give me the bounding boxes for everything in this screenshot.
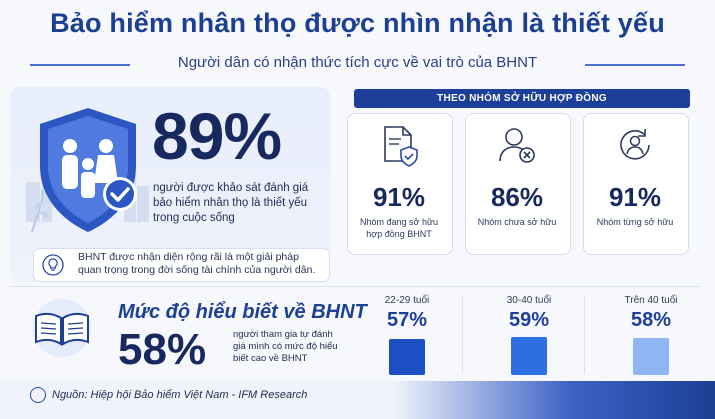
book-icon [33,299,91,357]
age-group-label: Trên 40 tuổi [624,295,678,306]
ownership-card-current [347,113,453,255]
main-stat-description: người được khảo sát đánh giá bảo hiểm nh… [153,182,309,224]
lightbulb-icon [42,254,64,276]
age-group-label: 30-40 tuổi [506,295,552,306]
person-x-icon [499,128,535,163]
footer-source: Nguồn: Hiệp hội Bảo hiểm Việt Nam - IFM … [52,389,308,401]
note-box [33,248,330,282]
age-group-column: 22-29 tuổi 57% [352,295,462,375]
subtitle-line-left [30,64,130,66]
age-group-bar [633,338,669,375]
family-shield-icon [26,108,149,233]
knowledge-value: 58% [118,325,207,374]
main-stat-value: 89% [152,99,282,173]
knowledge-title: Mức độ hiểu biết về BHNT [118,301,367,323]
age-group-bar [511,337,547,375]
age-group-value: 57% [386,309,428,331]
age-group-column: 30-40 tuổi 59% [474,295,584,375]
knowledge-description: người tham gia tự đánh giá mình có mức đ… [233,329,338,364]
ownership-header: THEO NHÓM SỞ HỮU HỢP ĐỒNG [354,89,690,108]
subtitle-row: Người dân có nhận thức tích cực về vai t… [30,53,685,77]
ownership-value-never: 86% [490,182,544,212]
note-text: BHNT được nhận diện rộng rãi là một giải… [78,251,316,276]
page-subtitle: Người dân có nhận thức tích cực về vai t… [167,54,548,71]
ownership-value-current: 91% [372,182,426,212]
ownership-card-never [465,113,571,255]
age-divider-2 [584,296,585,374]
ownership-value-former: 91% [608,182,662,212]
age-group-value: 59% [508,309,550,331]
ownership-label-former: Nhóm từng sở hữu [596,217,674,227]
age-group-value: 58% [630,309,672,331]
source-icon [30,387,46,403]
ownership-label-never: Nhóm chưa sở hữu [477,217,557,227]
age-divider-1 [462,296,463,374]
subtitle-line-right [585,64,685,66]
footer [0,381,715,419]
age-group-label: 22-29 tuổi [384,295,430,306]
section-divider [10,286,700,287]
page-title: Bảo hiểm nhân thọ được nhìn nhận là thiế… [50,8,665,38]
age-group-column: Trên 40 tuổi 58% [596,295,706,375]
document-shield-icon [384,126,418,167]
ownership-label-current: Nhóm đang sở hữu hợp đồng BHNT [360,217,438,239]
age-group-bar [389,339,425,375]
person-refresh-icon [620,129,650,160]
